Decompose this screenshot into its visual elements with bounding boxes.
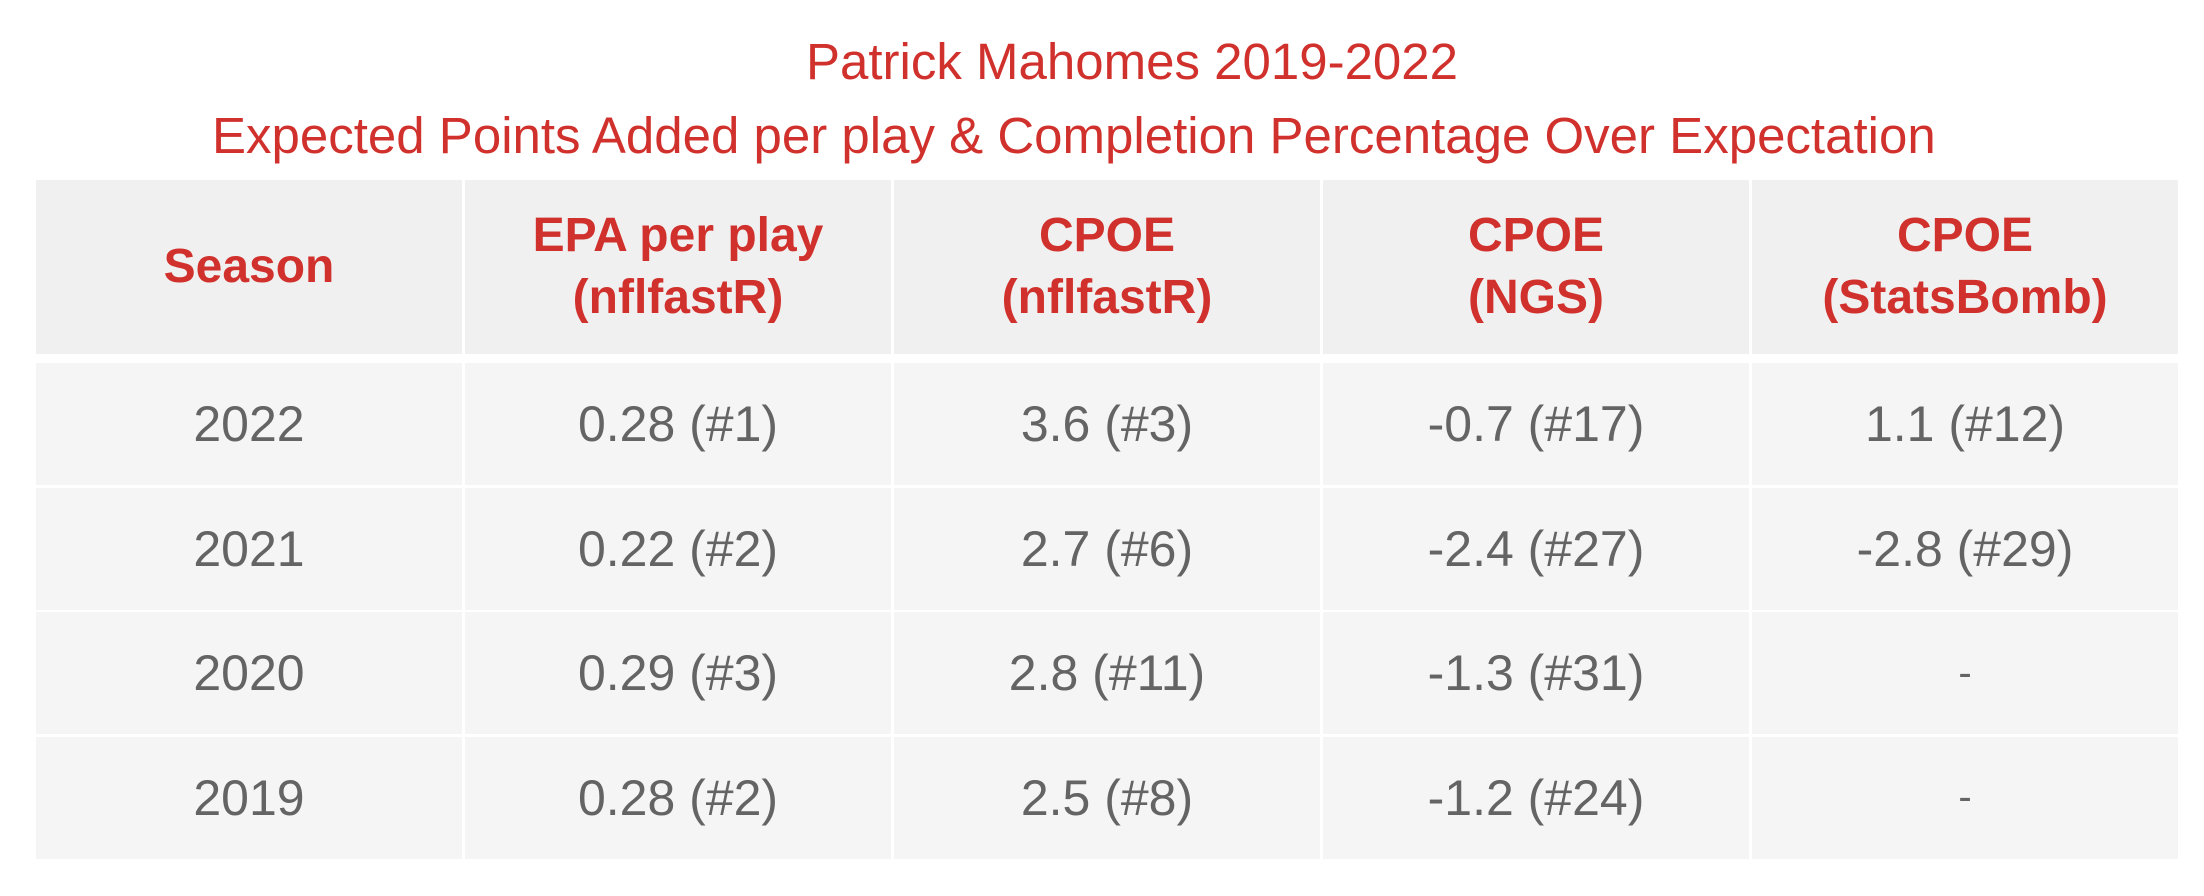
column-header-label: EPA per play (nflfastR) — [533, 205, 824, 329]
table-cell: - — [1752, 612, 2178, 734]
season-cell: 2022 — [36, 363, 462, 485]
column-header-line: CPOE — [1467, 209, 1605, 262]
column-header-label: Season — [164, 236, 335, 298]
table-cell: -0.7 (#17) — [1323, 363, 1749, 485]
column-header-line: (nflfastR) — [1001, 271, 1213, 324]
column-header: CPOE (StatsBomb) — [1752, 180, 2178, 354]
column-header: EPA per play (nflfastR) — [465, 180, 891, 354]
column-header: CPOE (nflfastR) — [894, 180, 1320, 354]
table-cell: -2.4 (#27) — [1323, 487, 1749, 610]
chart-title-block: Patrick Mahomes 2019-2022 Expected Point… — [0, 0, 2204, 180]
season-cell: 2021 — [36, 487, 462, 610]
table-cell: 0.29 (#3) — [465, 612, 891, 734]
table-cell: 3.6 (#3) — [894, 363, 1320, 485]
chart-subtitle: Expected Points Added per play & Complet… — [212, 107, 1936, 164]
table-cell: 0.28 (#2) — [465, 736, 891, 859]
column-header-line: EPA per play — [532, 209, 824, 262]
column-header-line: CPOE — [1896, 209, 2033, 262]
column-header-line: (StatsBomb) — [1822, 271, 2108, 324]
column-header: Season — [36, 180, 462, 354]
season-cell: 2020 — [36, 612, 462, 734]
column-header: CPOE (NGS) — [1323, 180, 1749, 354]
column-header-line: (NGS) — [1468, 271, 1604, 324]
table-cell: - — [1752, 736, 2178, 859]
table-cell: -2.8 (#29) — [1752, 487, 2178, 610]
table-cell: 0.28 (#1) — [465, 363, 891, 485]
table-cell: 0.22 (#2) — [465, 487, 891, 610]
column-header-label: CPOE (NGS) — [1468, 205, 1604, 329]
table-cell: -1.3 (#31) — [1323, 612, 1749, 734]
table-cell: 2.5 (#8) — [894, 736, 1320, 859]
column-header-line: Season — [163, 240, 335, 293]
column-header-label: CPOE (nflfastR) — [1002, 205, 1213, 329]
column-header-label: CPOE (StatsBomb) — [1822, 205, 2107, 329]
table-cell: 1.1 (#12) — [1752, 363, 2178, 485]
table-cell: 2.8 (#11) — [894, 612, 1320, 734]
season-cell: 2019 — [36, 736, 462, 859]
column-header-line: (nflfastR) — [572, 271, 784, 324]
table-cell: 2.7 (#6) — [894, 487, 1320, 610]
table-cell: -1.2 (#24) — [1323, 736, 1749, 859]
column-header-line: CPOE — [1038, 209, 1175, 262]
chart-title: Patrick Mahomes 2019-2022 — [806, 33, 1459, 90]
stats-table: Season EPA per play (nflfastR) CPOE (nflfast… — [36, 180, 2178, 859]
